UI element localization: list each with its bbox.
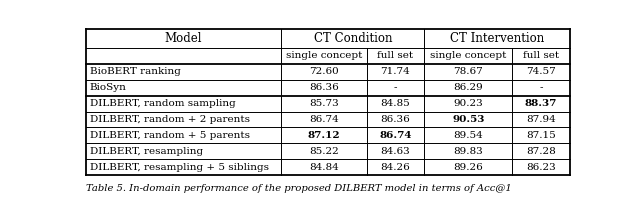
Text: 89.26: 89.26 — [453, 163, 483, 172]
Text: 86.36: 86.36 — [309, 83, 339, 92]
Text: 89.54: 89.54 — [453, 131, 483, 140]
Text: BioSyn: BioSyn — [90, 83, 127, 92]
Text: DILBERT, random + 5 parents: DILBERT, random + 5 parents — [90, 131, 250, 140]
Text: 84.85: 84.85 — [381, 99, 410, 108]
Text: CT Intervention: CT Intervention — [450, 32, 544, 45]
Text: 87.28: 87.28 — [526, 147, 556, 156]
Text: DILBERT, resampling + 5 siblings: DILBERT, resampling + 5 siblings — [90, 163, 269, 172]
Text: 90.23: 90.23 — [453, 99, 483, 108]
Text: 85.22: 85.22 — [309, 147, 339, 156]
Text: 72.60: 72.60 — [309, 67, 339, 76]
Text: DILBERT, random + 2 parents: DILBERT, random + 2 parents — [90, 115, 250, 124]
Text: single concept: single concept — [285, 51, 362, 60]
Text: 88.37: 88.37 — [525, 99, 557, 108]
Text: full set: full set — [523, 51, 559, 60]
Text: 84.26: 84.26 — [381, 163, 410, 172]
Text: 86.36: 86.36 — [381, 115, 410, 124]
Text: CT Condition: CT Condition — [314, 32, 392, 45]
Text: 86.29: 86.29 — [453, 83, 483, 92]
Text: -: - — [540, 83, 543, 92]
Text: single concept: single concept — [430, 51, 506, 60]
Text: DILBERT, resampling: DILBERT, resampling — [90, 147, 203, 156]
Text: 87.12: 87.12 — [308, 131, 340, 140]
Text: full set: full set — [378, 51, 413, 60]
Text: 84.84: 84.84 — [309, 163, 339, 172]
Text: -: - — [394, 83, 397, 92]
Text: 87.94: 87.94 — [526, 115, 556, 124]
Text: DILBERT, random sampling: DILBERT, random sampling — [90, 99, 236, 108]
Text: 74.57: 74.57 — [526, 67, 556, 76]
Text: 86.23: 86.23 — [526, 163, 556, 172]
Text: BioBERT ranking: BioBERT ranking — [90, 67, 180, 76]
Text: 84.63: 84.63 — [381, 147, 410, 156]
Text: 89.83: 89.83 — [453, 147, 483, 156]
Text: 86.74: 86.74 — [379, 131, 412, 140]
Text: 87.15: 87.15 — [526, 131, 556, 140]
Text: 78.67: 78.67 — [453, 67, 483, 76]
Text: 85.73: 85.73 — [309, 99, 339, 108]
Text: 71.74: 71.74 — [381, 67, 410, 76]
Text: 90.53: 90.53 — [452, 115, 484, 124]
Text: Model: Model — [165, 32, 202, 45]
Text: 86.74: 86.74 — [309, 115, 339, 124]
Text: Table 5. In-domain performance of the proposed DILBERT model in terms of Acc@1: Table 5. In-domain performance of the pr… — [86, 184, 512, 193]
